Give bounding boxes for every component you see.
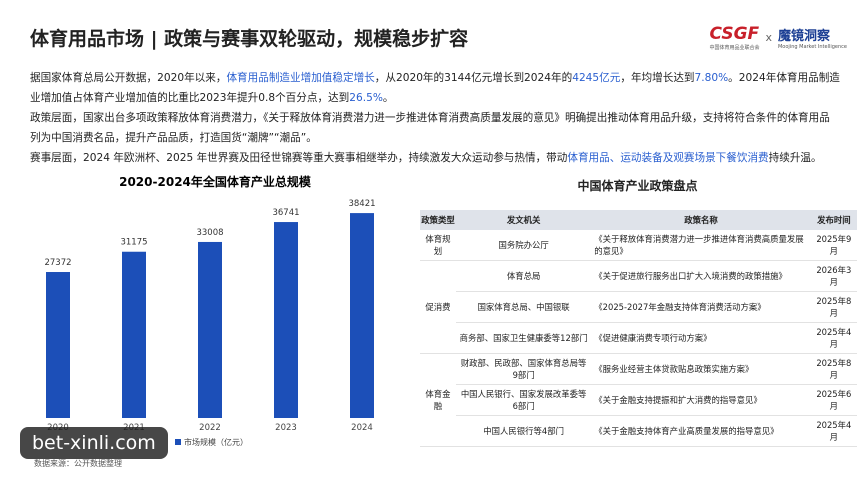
chart-title: 2020-2024年全国体育产业总规模 xyxy=(119,174,312,189)
policy-type: 体育规划 xyxy=(420,230,456,261)
policy-type: 体育金融 xyxy=(420,353,456,447)
text: 。2024年体育用品制造业增加值占体育产业增加值的比重比2023年提升0.8个百… xyxy=(30,72,840,104)
issuer: 国务院办公厅 xyxy=(455,230,592,261)
issuer: 中国人民银行等4部门 xyxy=(455,415,592,447)
table-row: 体育金融 财政部、民政部、国家体育总局等9部门 《服务业经营主体贷款贴息政策实施方案… xyxy=(420,353,857,447)
date: 2026年3月 xyxy=(810,260,857,292)
bar xyxy=(122,251,146,418)
logos: CSGF 中国体育用品业联合会 x 魔镜洞察 Moojing Market Inte… xyxy=(709,24,847,51)
table: 政策类型 发文机关 政策名称 发布时间 体育规划 国务院办公厅 《关于释放体育消费潜力进一步… xyxy=(420,210,857,447)
x-tick-label: 2022 xyxy=(199,423,221,433)
logo-sep: x xyxy=(765,31,772,44)
bar xyxy=(46,272,70,418)
policy-name: 《关于金融支持体育产业高质量发展的指导意见》 xyxy=(591,415,811,447)
table-row: 中国人民银行等4部门 《关于金融支持体育产业高质量发展的指导意见》 2025年4月 xyxy=(420,415,857,447)
text: 持续升温。 xyxy=(768,152,822,164)
chart: 2020-2024年全国体育产业总规模 数据来源：公开数据整理 27372 311… xyxy=(34,174,376,468)
policy-type: 促消费 xyxy=(420,260,456,354)
highlight: 26.5% xyxy=(349,92,383,104)
logo: 魔镜洞察 Moojing Market Intelligence xyxy=(778,25,847,50)
data-label: 27372 xyxy=(44,258,71,268)
table-row: 商务部、国家卫生健康委等12部门 《促进健康消费专项行动方案》 2025年4月 xyxy=(420,322,857,354)
logo-sub: Moojing Market Intelligence xyxy=(777,44,847,50)
bar xyxy=(198,241,222,418)
text: ，年均增长达到 xyxy=(620,72,695,84)
logo: CSGF 中国体育用品业联合会 xyxy=(709,24,759,51)
data-label: 31175 xyxy=(120,238,147,248)
table-row: 体育规划 国务院办公厅 《关于释放体育消费潜力进一步推进体育消费高质量发展的意见》 2… xyxy=(420,230,857,261)
highlight: 7.80% xyxy=(694,72,729,84)
highlight: 4245亿元 xyxy=(572,72,621,84)
policy-name: 《促进健康消费专项行动方案》 xyxy=(591,322,811,354)
table-row: 国家体育总局、中国银联 《2025-2027年金融支持体育消费活动方案》 2025年… xyxy=(420,291,857,323)
bar xyxy=(350,213,374,418)
table-row: 中国人民银行、国家发展改革委等6部门 《关于金融支持提振和扩大消费的指导意见》 20… xyxy=(420,384,857,416)
x-tick-label: 2023 xyxy=(275,423,297,433)
table-title: 中国体育产业政策盘点 xyxy=(577,179,698,193)
title: 体育用品市场 | 政策与赛事双轮驱动，规模稳步扩容 xyxy=(30,28,469,50)
highlight: 体育用品、运动装备及观赛场景下餐饮消费 xyxy=(567,152,769,164)
date: 2025年9月 xyxy=(810,230,857,261)
policy-name: 《关于金融支持提振和扩大消费的指导意见》 xyxy=(591,384,811,416)
policy-name: 《关于促进旅行服务出口扩大入境消费的政策措施》 xyxy=(591,260,811,292)
policy-name: 《2025-2027年金融支持体育消费活动方案》 xyxy=(591,291,811,323)
table-header: 发文机关 xyxy=(455,210,592,230)
bar xyxy=(274,222,298,418)
x-tick-label: 2024 xyxy=(351,423,373,433)
data-label: 33008 xyxy=(196,228,223,238)
data-label: 36741 xyxy=(272,208,299,218)
paragraph: 政策层面，国家出台多项政策释放体育消费潜力，《关于释放体育消费潜力进一步推进体育… xyxy=(30,108,840,148)
issuer: 体育总局 xyxy=(455,260,592,292)
highlight: 体育用品制造业增加值稳定增长 xyxy=(226,72,375,84)
legend-label: 市场规模（亿元） xyxy=(184,437,248,447)
issuer: 国家体育总局、中国银联 xyxy=(455,291,592,323)
text: 据国家体育总局公开数据，2020年以来， xyxy=(30,72,227,84)
text: 。 xyxy=(382,92,394,104)
text: 政策层面，国家出台多项政策释放体育消费潜力，《关于释放体育消费潜力进一步推进体育… xyxy=(30,112,830,144)
date: 2025年4月 xyxy=(810,322,857,354)
policy-name: 《服务业经营主体贷款贴息政策实施方案》 xyxy=(591,353,811,385)
logo-sub: 中国体育用品业联合会 xyxy=(709,45,760,51)
paragraphs: 据国家体育总局公开数据，2020年以来，体育用品制造业增加值稳定增长，从2020… xyxy=(30,68,840,168)
table-header: 政策名称 xyxy=(591,210,811,230)
date: 2025年8月 xyxy=(810,353,857,385)
issuer: 财政部、民政部、国家体育总局等9部门 xyxy=(455,353,592,385)
legend-swatch xyxy=(175,439,181,445)
issuer: 商务部、国家卫生健康委等12部门 xyxy=(455,322,592,354)
date: 2025年8月 xyxy=(810,291,857,323)
watermark: bet-xinli.com xyxy=(20,427,168,459)
table-header: 政策类型 xyxy=(420,210,456,230)
logo-text: CSGF xyxy=(709,24,760,44)
table-header: 发布时间 xyxy=(810,210,857,230)
source: 数据来源：公开数据整理 xyxy=(34,458,122,468)
paragraph: 赛事层面，2024 年欧洲杯、2025 年世界赛及田径世锦赛等重大赛事相继举办，… xyxy=(30,148,840,168)
issuer: 中国人民银行、国家发展改革委等6部门 xyxy=(455,384,592,416)
table-row: 促消费 体育总局 《关于促进旅行服务出口扩大入境消费的政策措施》 2026年3月 xyxy=(420,260,857,354)
text: ，从2020年的3144亿元增长到2024年的 xyxy=(374,72,573,84)
date: 2025年6月 xyxy=(810,384,857,416)
logo-text: 魔镜洞察 xyxy=(777,29,830,44)
paragraph: 据国家体育总局公开数据，2020年以来，体育用品制造业增加值稳定增长，从2020… xyxy=(30,68,840,108)
policy-name: 《关于释放体育消费潜力进一步推进体育消费高质量发展的意见》 xyxy=(591,230,811,261)
text: 赛事层面，2024 年欧洲杯、2025 年世界赛及田径世锦赛等重大赛事相继举办，… xyxy=(30,152,568,164)
data-label: 38421 xyxy=(348,199,375,209)
date: 2025年4月 xyxy=(810,415,857,447)
